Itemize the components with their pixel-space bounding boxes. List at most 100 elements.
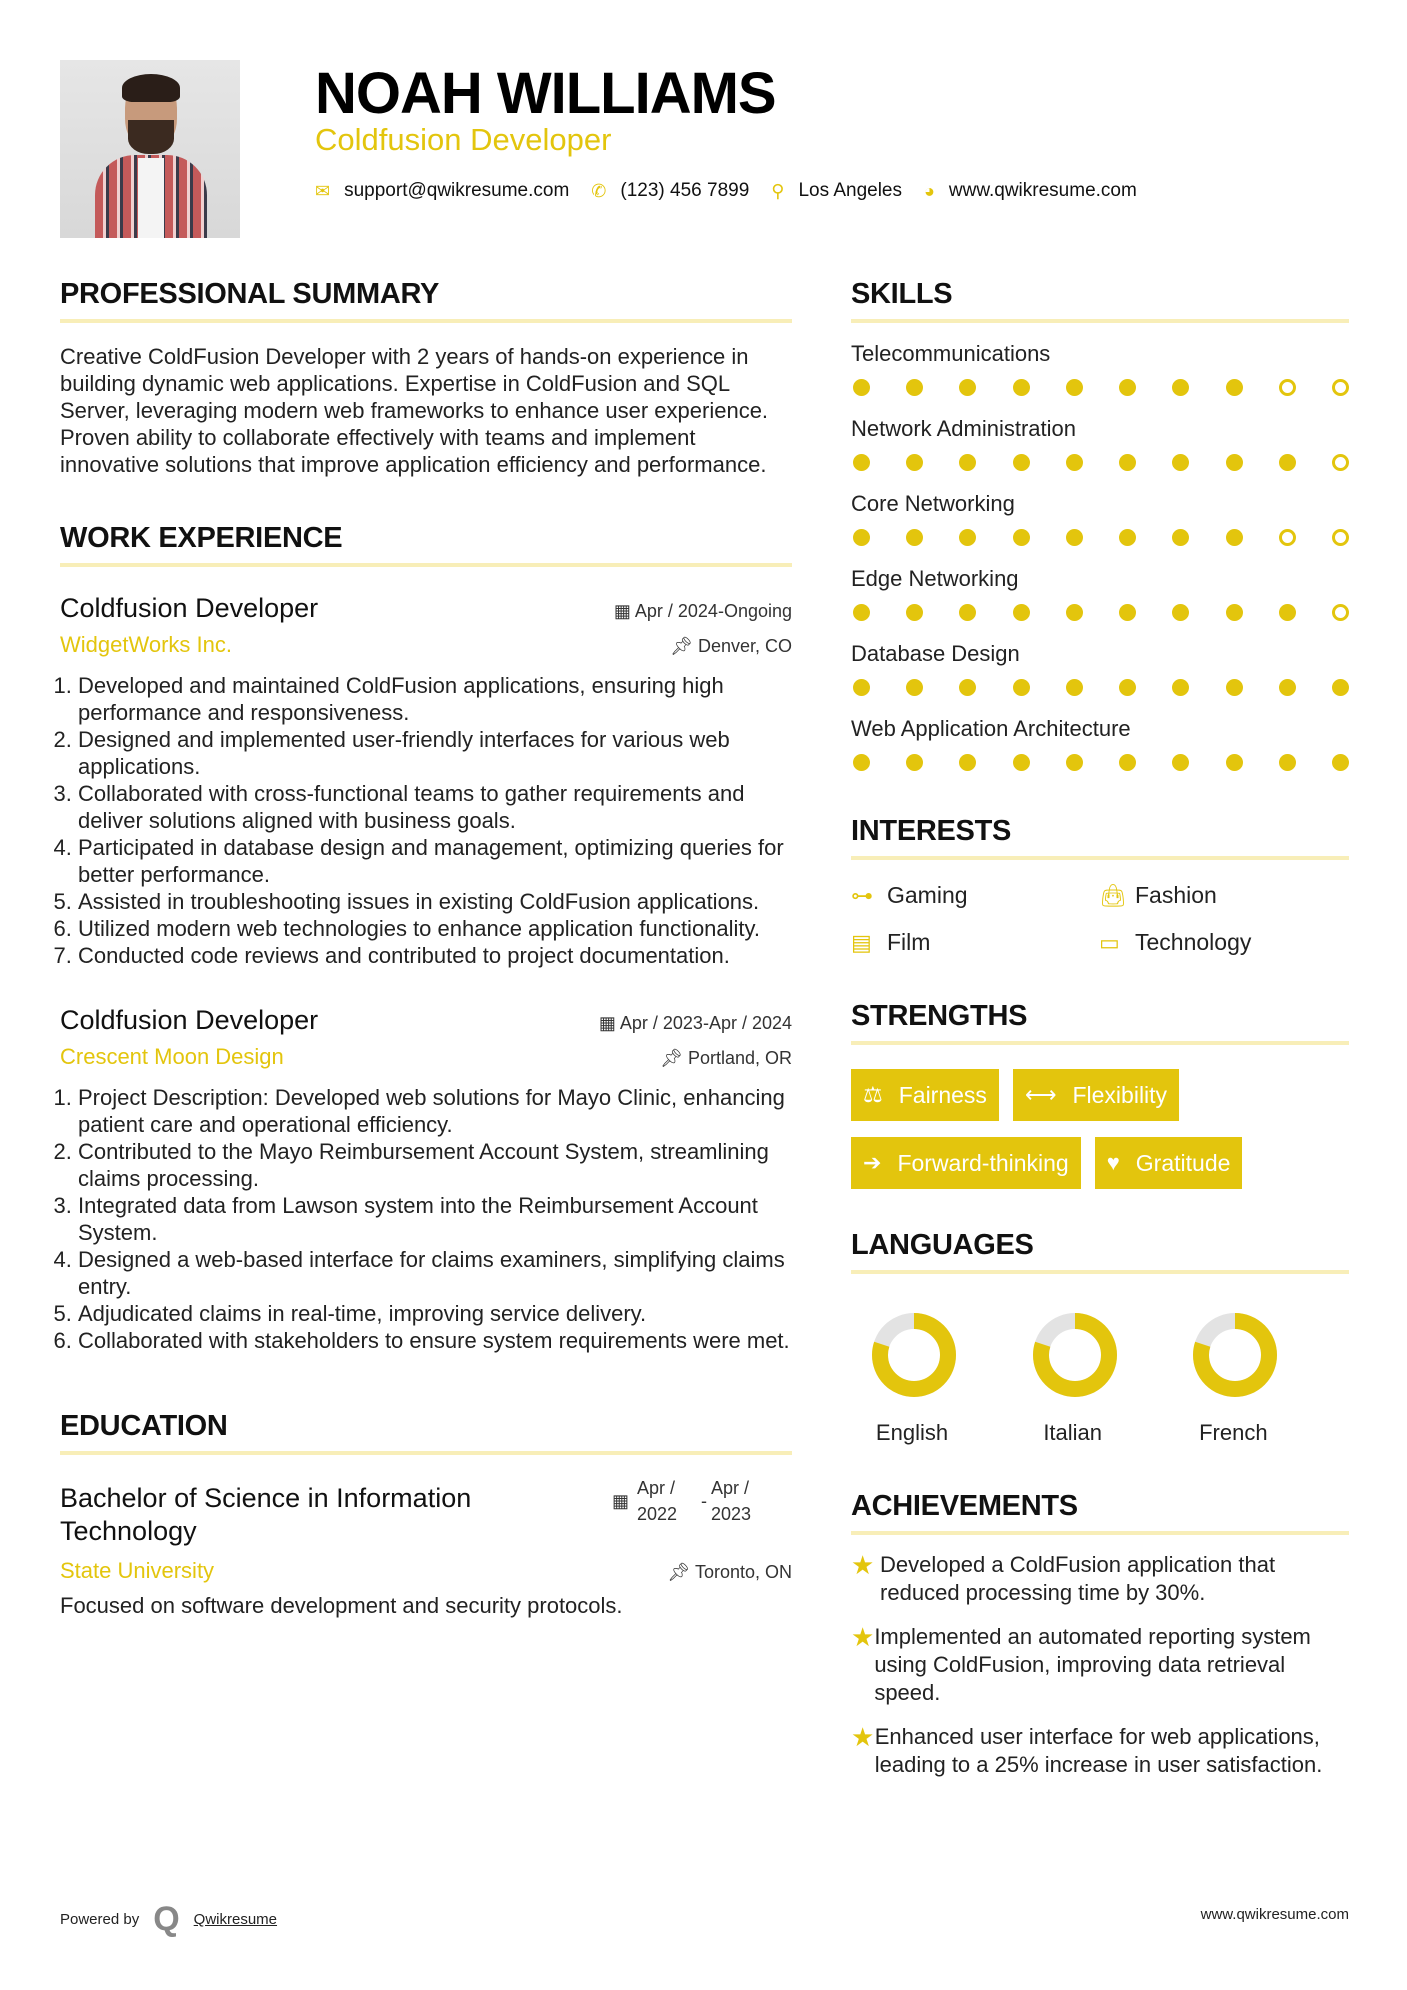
job-duties: Project Description: Developed web solut… xyxy=(60,1084,792,1354)
arrow-right-icon: ➔ xyxy=(863,1150,882,1175)
duty-item: Collaborated with stakeholders to ensure… xyxy=(78,1327,792,1354)
footer-website[interactable]: www.qwikresume.com xyxy=(1200,1906,1349,1923)
job-header: Coldfusion Developer ▦ Apr / 2024-Ongoing xyxy=(60,593,792,624)
rating-dot-filled xyxy=(1065,604,1083,621)
job-location-text: Portland, OR xyxy=(687,1048,792,1068)
rating-dot-filled xyxy=(959,529,977,546)
divider xyxy=(60,1451,792,1455)
heart-icon: ♥ xyxy=(1106,1150,1120,1175)
candidate-name: NOAH WILLIAMS xyxy=(315,61,777,126)
website[interactable]: www.qwikresume.com xyxy=(948,180,1137,201)
rating-dot-filled xyxy=(1172,379,1190,396)
rating-dot-filled xyxy=(853,604,870,621)
strength-label: Forward-thinking xyxy=(897,1149,1069,1176)
laptop-icon: ▭ xyxy=(1099,929,1120,955)
interests-section: INTERESTS ⊶ Gaming 👜︎ Fashion ▤ Film ▭ Technolo… xyxy=(851,815,1349,956)
interest-item: 👜︎ Fashion xyxy=(1099,882,1349,909)
rating-dot-filled xyxy=(1278,754,1296,771)
skill-rating xyxy=(851,679,1349,696)
company-name: Crescent Moon Design xyxy=(60,1044,284,1069)
rating-dot-filled xyxy=(959,454,977,471)
calendar-icon: ▦ xyxy=(612,1491,630,1511)
strength-label: Flexibility xyxy=(1072,1081,1168,1108)
rating-dot-filled xyxy=(1225,379,1243,396)
achievement-text: Enhanced user interface for web applicat… xyxy=(874,1724,1323,1777)
interest-label: Fashion xyxy=(1135,882,1217,908)
languages-section: LANGUAGES English Italian French xyxy=(851,1229,1349,1446)
education-section: EDUCATION Bachelor of Science in Informa… xyxy=(60,1410,792,1618)
job-header: Coldfusion Developer ▦ Apr / 2023-Apr / 2… xyxy=(60,1005,792,1036)
skill-name: Network Administration xyxy=(851,416,1076,441)
edu-description: Focused on software development and secu… xyxy=(60,1593,623,1618)
interest-item: ▭ Technology xyxy=(1099,929,1349,956)
brand-link[interactable]: Qwikresume xyxy=(193,1911,278,1928)
edu-location: Toronto, ON xyxy=(694,1562,792,1582)
strength-chip: ⚖ Fairness xyxy=(851,1069,999,1121)
section-heading: INTERESTS xyxy=(851,815,1012,847)
rating-dot-filled xyxy=(1225,529,1243,546)
rating-dot-empty xyxy=(1331,379,1349,396)
edu-end: Apr / 2023 xyxy=(711,1478,752,1524)
divider xyxy=(851,1041,1349,1045)
rating-dot-empty xyxy=(1278,379,1296,396)
interest-item: ▤ Film xyxy=(851,929,1099,956)
divider xyxy=(851,1531,1349,1535)
job-location: 📌︎ Denver, CO xyxy=(670,636,792,657)
email[interactable]: support@qwikresume.com xyxy=(344,180,570,201)
rating-dot-filled xyxy=(1065,679,1083,696)
skill-name: Web Application Architecture xyxy=(851,716,1131,741)
rating-dot-filled xyxy=(1012,679,1030,696)
rating-dot-filled xyxy=(1331,679,1349,696)
section-heading: STRENGTHS xyxy=(851,1000,1028,1032)
language-name: French xyxy=(1199,1420,1268,1445)
skill-name: Telecommunications xyxy=(851,341,1051,366)
interest-label: Gaming xyxy=(887,882,968,908)
job-location: 📌︎ Portland, OR xyxy=(660,1048,792,1069)
rating-dot-filled xyxy=(1172,454,1190,471)
job-entry: Coldfusion Developer ▦ Apr / 2023-Apr / 2… xyxy=(60,1005,792,1354)
rating-dot-filled xyxy=(1225,679,1243,696)
section-heading: SKILLS xyxy=(851,278,953,310)
pin-icon: 📌︎ xyxy=(667,1562,695,1582)
pin-icon: 📌︎ xyxy=(660,1048,688,1068)
job-title: Coldfusion Developer xyxy=(60,593,319,623)
skill-rating xyxy=(851,604,1349,621)
rating-dot-filled xyxy=(1225,454,1243,471)
duty-item: Designed and implemented user-friendly i… xyxy=(78,726,792,780)
divider xyxy=(60,563,792,567)
rating-dot-filled xyxy=(959,379,977,396)
pin-icon: 📌︎ xyxy=(670,636,698,656)
gamepad-icon: ⊶ xyxy=(851,882,873,908)
rating-dot-filled xyxy=(1065,754,1083,771)
company-name: WidgetWorks Inc. xyxy=(60,632,232,657)
interest-item: ⊶ Gaming xyxy=(851,882,1099,909)
globe-icon: ◕ xyxy=(924,180,935,201)
rating-dot-filled xyxy=(1172,754,1190,771)
map-marker-icon: ⚲ xyxy=(771,180,785,201)
calendar-icon: ▦ xyxy=(598,1013,620,1033)
film-icon: ▤ xyxy=(851,929,872,955)
language-donut xyxy=(872,1313,956,1397)
skill-rating xyxy=(851,379,1349,396)
rating-dot-empty xyxy=(1331,604,1349,621)
achievement-text: Developed a ColdFusion application that … xyxy=(880,1552,1276,1605)
rating-dot-filled xyxy=(906,679,924,696)
envelope-icon: ✉ xyxy=(315,180,331,201)
duty-item: Participated in database design and mana… xyxy=(78,834,792,888)
rating-dot-filled xyxy=(1012,379,1030,396)
divider xyxy=(851,1270,1349,1274)
donut-fill xyxy=(1032,1313,1117,1397)
rating-dot-filled xyxy=(1065,379,1083,396)
left-column: PROFESSIONAL SUMMARY Creative ColdFusion… xyxy=(60,278,792,1619)
strength-label: Gratitude xyxy=(1135,1149,1231,1176)
star-icon: ★ xyxy=(851,1550,875,1580)
rating-dot-filled xyxy=(1119,529,1137,546)
section-heading: ACHIEVEMENTS xyxy=(851,1490,1078,1522)
skill-rating xyxy=(851,754,1349,771)
duty-item: Integrated data from Lawson system into … xyxy=(78,1192,792,1246)
section-heading: PROFESSIONAL SUMMARY xyxy=(60,278,440,310)
skill-name: Database Design xyxy=(851,641,1020,666)
section-heading: LANGUAGES xyxy=(851,1229,1034,1261)
rating-dot-filled xyxy=(1012,754,1030,771)
job-subheader: Crescent Moon Design 📌︎ Portland, OR xyxy=(60,1044,792,1070)
